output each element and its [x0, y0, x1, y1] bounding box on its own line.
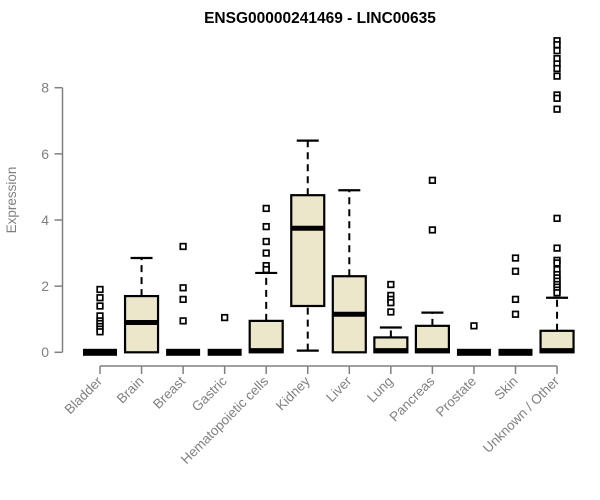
box-group [83, 285, 117, 356]
box-group [414, 176, 450, 354]
box-group [331, 189, 367, 354]
box-group [456, 322, 491, 356]
box-series [83, 37, 575, 356]
outlier-point [553, 244, 561, 252]
x-axis-category-label: Prostate [433, 374, 479, 420]
box-group [373, 280, 409, 354]
outlier-point [96, 328, 104, 336]
outlier-point [553, 214, 561, 222]
box-group [166, 242, 201, 356]
outlier-point [553, 289, 561, 297]
box-rect [414, 324, 450, 354]
y-axis-tick-label: 4 [41, 212, 49, 228]
collapsed-box-bar [456, 348, 491, 356]
outlier-point [428, 226, 437, 234]
outlier-point [387, 299, 395, 307]
outlier-point [96, 285, 104, 294]
outlier-point [262, 222, 270, 231]
box-group [290, 139, 326, 352]
y-axis-tick-label: 2 [41, 278, 49, 294]
outlier-point [553, 72, 561, 80]
outlier-point [221, 313, 229, 322]
outlier-point [553, 47, 561, 55]
y-axis-tick-label: 0 [41, 344, 49, 360]
x-axis-category-label: Lung [364, 374, 396, 406]
chart-title: ENSG00000241469 - LINC00635 [204, 10, 436, 27]
box-group [539, 37, 575, 354]
y-axis-tick-label: 6 [41, 146, 49, 162]
collapsed-box-bar [498, 348, 533, 356]
x-axis-category-label: Brain [114, 374, 147, 407]
x-axis-category-label: Unknown / Other [480, 373, 563, 456]
x-axis-category-label: Liver [323, 373, 355, 405]
box-group [123, 256, 160, 354]
box-group [207, 313, 242, 356]
outlier-point [511, 267, 520, 275]
outlier-point [387, 280, 395, 289]
outlier-point [96, 294, 104, 302]
outlier-point [179, 317, 187, 325]
outlier-point [553, 64, 561, 73]
x-axis-category-label: Skin [491, 374, 520, 403]
outlier-point [262, 265, 270, 274]
outlier-point [179, 242, 187, 251]
box-group [248, 204, 284, 354]
outlier-point [179, 284, 187, 292]
collapsed-box-bar [207, 348, 242, 356]
x-axis-category-label: Kidney [273, 373, 313, 413]
outlier-point [179, 295, 187, 304]
outlier-point [553, 94, 561, 102]
outlier-point [428, 176, 437, 184]
outlier-point [262, 204, 270, 213]
y-axis-tick-label: 8 [41, 80, 49, 96]
y-axis-label: Expression [4, 167, 19, 234]
outlier-point [553, 105, 561, 113]
box-rect [290, 194, 326, 308]
collapsed-box-bar [83, 348, 117, 356]
x-axis-category-label: Pancreas [387, 373, 438, 424]
x-axis-category-label: Breast [150, 373, 188, 411]
outlier-point [470, 322, 478, 330]
outlier-point [262, 249, 270, 257]
outlier-point [262, 237, 270, 246]
outlier-point [553, 259, 561, 267]
outlier-point [387, 308, 395, 316]
outlier-point [511, 310, 520, 318]
outlier-point [511, 295, 520, 304]
x-axis-category-label: Gastric [189, 373, 230, 414]
collapsed-box-bar [166, 348, 201, 356]
outlier-point [96, 302, 104, 310]
outlier-point [553, 41, 561, 49]
outlier-point [511, 254, 520, 262]
x-axis-category-label: Bladder [62, 373, 106, 417]
box-rect [248, 319, 284, 354]
box-group [498, 254, 533, 356]
